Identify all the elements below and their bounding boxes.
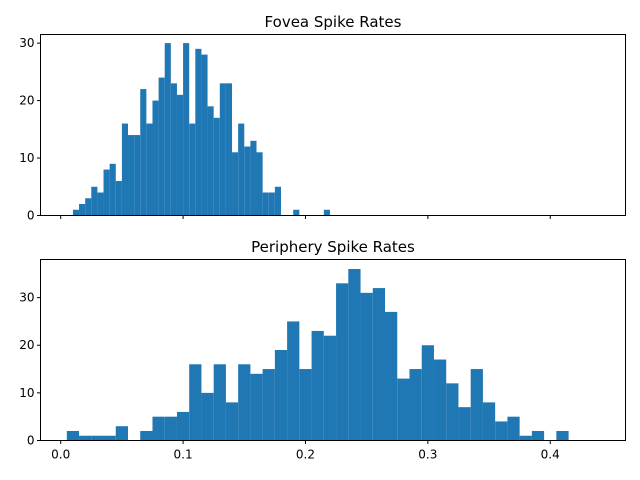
periphery-bar bbox=[66, 430, 80, 441]
periphery-bar bbox=[372, 288, 386, 441]
periphery-bar bbox=[470, 369, 483, 441]
fovea-axis-ticks: 0 10 20 30 bbox=[19, 36, 551, 223]
periphery-bar bbox=[458, 407, 471, 441]
periphery-bars bbox=[66, 269, 569, 441]
periphery-bar bbox=[287, 321, 300, 441]
periphery-bar bbox=[164, 416, 177, 441]
fovea-bar bbox=[195, 48, 202, 216]
periphery-x-tick-label: 0.0 bbox=[51, 448, 70, 462]
fovea-bar bbox=[121, 123, 129, 216]
periphery-bar bbox=[103, 435, 116, 441]
fovea-bar bbox=[170, 83, 177, 216]
periphery-bar bbox=[189, 364, 202, 441]
periphery-bar bbox=[433, 359, 447, 441]
fovea-bar bbox=[189, 123, 196, 216]
periphery-histogram-panel: Periphery Spike Rates 0 10 20 30 0.0 0.1 0.2 0.… bbox=[19, 238, 626, 462]
periphery-bar bbox=[238, 364, 251, 441]
periphery-x-tick-label: 0.1 bbox=[174, 448, 193, 462]
fovea-histogram-panel: Fovea Spike Rates 0 10 20 30 bbox=[19, 13, 626, 223]
periphery-bar bbox=[482, 402, 496, 441]
periphery-bar bbox=[495, 421, 508, 441]
periphery-bar bbox=[225, 402, 239, 441]
periphery-bar bbox=[531, 430, 545, 441]
fovea-bar bbox=[201, 54, 208, 216]
periphery-bar bbox=[446, 383, 459, 441]
periphery-axis-ticks: 0 10 20 30 0.0 0.1 0.2 0.3 0.4 bbox=[19, 291, 560, 462]
periphery-x-tick-label: 0.3 bbox=[418, 448, 437, 462]
fovea-bar bbox=[72, 209, 80, 216]
periphery-bar bbox=[201, 392, 214, 441]
fovea-bar bbox=[109, 163, 116, 216]
fovea-bar bbox=[134, 135, 141, 216]
fovea-bar bbox=[250, 140, 257, 216]
fovea-chart-title: Fovea Spike Rates bbox=[265, 13, 402, 31]
fovea-plot-frame bbox=[40, 34, 626, 216]
fovea-bar bbox=[213, 117, 220, 216]
periphery-bar bbox=[79, 435, 92, 441]
periphery-bar bbox=[323, 335, 337, 441]
periphery-bar bbox=[409, 369, 422, 441]
periphery-bar bbox=[299, 369, 312, 441]
fovea-bar bbox=[152, 100, 159, 216]
periphery-y-tick-label: 20 bbox=[19, 338, 34, 352]
fovea-bar bbox=[140, 89, 147, 216]
fovea-bars bbox=[72, 43, 330, 216]
fovea-bar bbox=[238, 123, 245, 216]
fovea-bar bbox=[158, 77, 165, 216]
periphery-bar bbox=[274, 350, 288, 441]
periphery-bar bbox=[213, 364, 226, 441]
fovea-y-tick-label: 20 bbox=[19, 94, 34, 108]
periphery-x-tick-label: 0.4 bbox=[541, 448, 560, 462]
fovea-bar bbox=[164, 43, 171, 216]
periphery-bar bbox=[176, 411, 190, 441]
fovea-bar bbox=[244, 146, 251, 216]
fovea-bar bbox=[176, 94, 184, 216]
periphery-bar bbox=[360, 292, 373, 441]
fovea-y-tick-label: 30 bbox=[19, 36, 34, 50]
fovea-bar bbox=[79, 204, 86, 216]
periphery-bar bbox=[519, 435, 532, 441]
fovea-bar bbox=[128, 135, 135, 216]
fovea-bar bbox=[256, 152, 263, 216]
fovea-bar bbox=[225, 83, 233, 216]
periphery-bar bbox=[152, 416, 165, 441]
periphery-bar bbox=[507, 416, 520, 441]
periphery-bar bbox=[556, 430, 569, 441]
periphery-plot-frame bbox=[40, 259, 626, 441]
fovea-bar bbox=[232, 152, 239, 216]
periphery-bar bbox=[91, 435, 104, 441]
fovea-bar bbox=[207, 106, 214, 216]
periphery-bar bbox=[250, 373, 263, 441]
periphery-bar bbox=[421, 345, 434, 441]
fovea-bar bbox=[262, 192, 269, 216]
periphery-bar bbox=[140, 430, 153, 441]
fovea-bar bbox=[268, 192, 275, 216]
periphery-bar bbox=[336, 283, 349, 441]
fovea-bar bbox=[323, 209, 330, 216]
fovea-bar bbox=[274, 186, 281, 216]
periphery-bar bbox=[311, 330, 324, 441]
fovea-y-tick-label: 10 bbox=[19, 151, 34, 165]
fovea-bar bbox=[85, 198, 92, 216]
fovea-bar bbox=[115, 181, 122, 216]
periphery-y-tick-label: 30 bbox=[19, 291, 34, 305]
periphery-bar bbox=[115, 426, 129, 441]
fovea-bar bbox=[219, 83, 226, 216]
fovea-bar bbox=[103, 169, 110, 216]
periphery-x-tick-label: 0.2 bbox=[296, 448, 315, 462]
fovea-y-tick-label: 0 bbox=[27, 209, 35, 223]
periphery-chart-title: Periphery Spike Rates bbox=[251, 238, 415, 256]
periphery-y-tick-label: 10 bbox=[19, 386, 34, 400]
fovea-bar bbox=[146, 123, 153, 216]
periphery-bar bbox=[385, 311, 398, 441]
fovea-bar bbox=[91, 186, 98, 216]
fovea-bar bbox=[183, 43, 190, 216]
fovea-bar bbox=[293, 209, 300, 216]
periphery-y-tick-label: 0 bbox=[27, 434, 35, 448]
fovea-bar bbox=[97, 192, 104, 216]
periphery-bar bbox=[397, 378, 410, 441]
periphery-bar bbox=[348, 269, 361, 441]
periphery-bar bbox=[262, 369, 275, 441]
